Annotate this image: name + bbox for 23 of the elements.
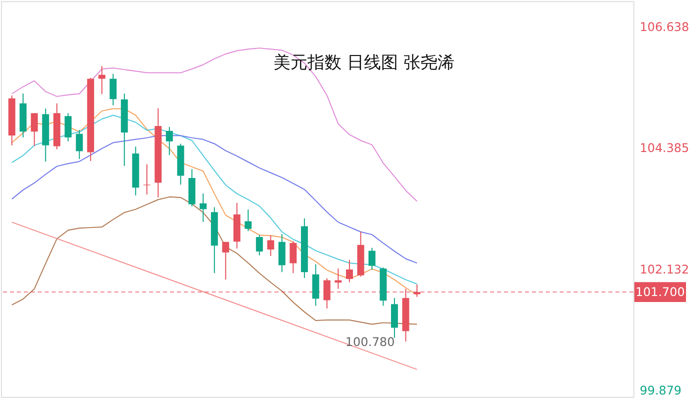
candlestick [368,247,376,270]
y-tick-label: 106.638 [640,20,689,34]
candlestick [110,73,117,106]
candlestick [200,192,207,222]
candlestick [290,240,297,274]
y-tick-label: 99.879 [640,383,682,398]
candlestick [98,66,106,95]
candlestick [64,112,72,142]
candlestick [76,129,83,160]
candlestick [256,234,263,256]
ref-line-label: 101.700 [636,285,685,300]
candlestick [278,234,286,273]
candlestick [390,297,398,338]
y-tick-label: 102.132 [640,262,689,276]
candlestick [244,209,252,232]
text: 美元指数 日线图 张尧浠 [274,52,454,72]
y-tick-label: 104.385 [640,141,689,156]
candlestick [166,126,173,156]
candlestick [346,259,353,283]
candlestick [30,112,38,146]
candlestick [222,241,230,280]
annotation: 100.780 [345,335,395,350]
candlestick [267,234,274,256]
